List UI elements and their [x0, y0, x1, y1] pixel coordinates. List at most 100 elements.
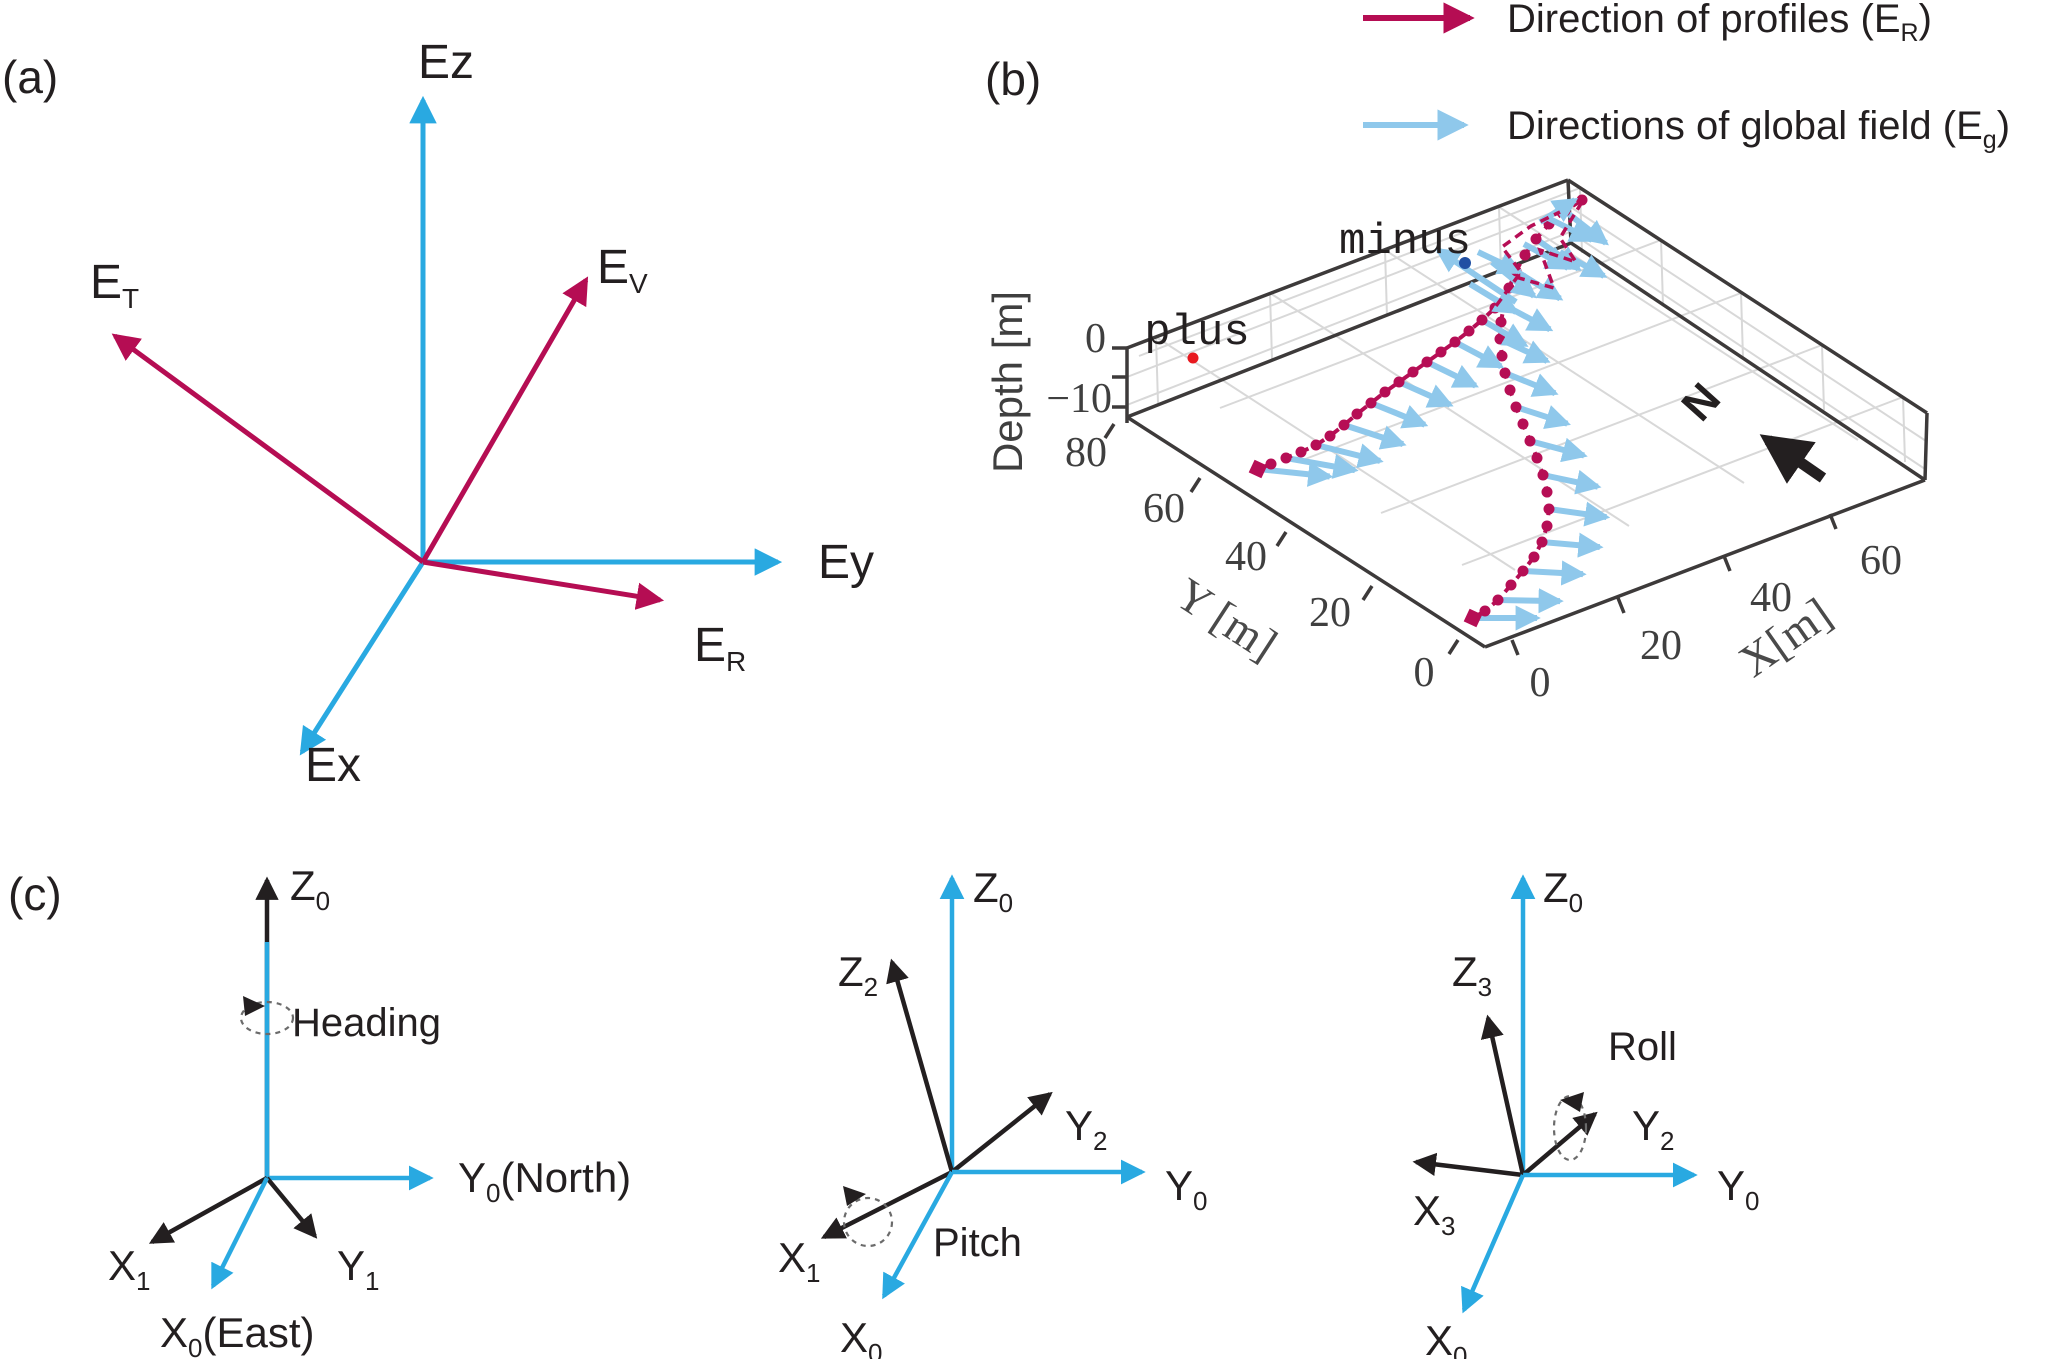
- y-axis-edge: [1126, 415, 1486, 649]
- trajectory-point: [1536, 536, 1548, 548]
- trajectory-point: [1365, 397, 1377, 409]
- global-field-arrow-icon: [1315, 442, 1384, 469]
- global-field-arrow-icon: [1522, 560, 1587, 586]
- global-field-arrow-icon: [1503, 370, 1559, 397]
- y-tick-80: 80: [1065, 430, 1107, 476]
- trajectory-point: [1519, 249, 1531, 261]
- y0-north-label: Y0(North): [458, 1154, 631, 1208]
- z2-label: Z2: [838, 948, 878, 1002]
- x0-axis-arrow: [1461, 1174, 1526, 1314]
- panel-b-label: (b): [985, 53, 1041, 105]
- x0-label: X0: [840, 1314, 882, 1359]
- roll-rotation-arc: [1552, 1094, 1588, 1162]
- global-field-arrow-icon: [1453, 339, 1505, 370]
- legend: Direction of profiles (ER) Directions of…: [1363, 0, 2010, 154]
- ev-axis-arrow: [420, 276, 589, 564]
- trajectory-point: [1504, 384, 1516, 396]
- trajectory-point: [1541, 520, 1553, 532]
- panel-c: (c) Heading Z0 Y0(North) X1 Y1 X0(East): [8, 862, 1759, 1359]
- trajectory-point: [1351, 408, 1363, 420]
- global-field-arrow-icon: [1497, 588, 1564, 614]
- trajectory-point: [1265, 458, 1277, 470]
- x-tick-20: 20: [1640, 623, 1682, 669]
- depth-tick-0: 0: [1085, 316, 1106, 362]
- heading-rotation-arrowhead-icon: [243, 996, 265, 1016]
- global-field-arrow-icon: [1257, 461, 1334, 487]
- x0-label: X0: [1425, 1317, 1467, 1359]
- roll-label: Roll: [1608, 1025, 1677, 1069]
- global-field-arrow-icon: [1522, 241, 1572, 271]
- y2-label: Y2: [1065, 1102, 1107, 1156]
- y2-label: Y2: [1632, 1102, 1674, 1156]
- global-field-arrow-icon: [1515, 404, 1571, 430]
- global-field-arrow-icon: [1529, 437, 1588, 463]
- y2-axis-arrow: [1521, 1111, 1598, 1177]
- global-field-arrow-icon: [1369, 400, 1429, 429]
- trajectory-point: [1479, 605, 1491, 617]
- panel-b: (b) Direction of profiles (ER) Direction…: [984, 0, 2010, 706]
- north-arrow-icon: [1759, 434, 1827, 484]
- x1-label: X1: [108, 1242, 150, 1296]
- y-tick-20: 20: [1309, 590, 1351, 636]
- z3-axis-arrow: [1480, 1014, 1526, 1176]
- profile-cluster-path: [1494, 210, 1561, 308]
- trajectory-end-marker: [1463, 608, 1483, 628]
- ez-label: Ez: [418, 36, 474, 89]
- legend-global-label: Directions of global field (Eg): [1507, 104, 2010, 154]
- plus-point: [1187, 352, 1199, 364]
- y-tick-0: 0: [1414, 650, 1435, 696]
- panel-a: (a) Ez Ey Ex ET EV ER: [2, 36, 874, 792]
- z0-label: Z0: [290, 862, 330, 916]
- trajectory-point: [1338, 419, 1350, 431]
- trajectory-point: [1295, 446, 1307, 458]
- er-axis-arrow: [422, 559, 665, 610]
- minus-annotation: minus: [1339, 217, 1471, 269]
- roll-diagram: Roll Z0 Z3 Y2 Y0 X3 X0: [1412, 864, 1759, 1359]
- trajectory-point: [1510, 401, 1522, 413]
- x-tick-40: 40: [1750, 575, 1792, 621]
- global-field-arrow-icon: [1397, 379, 1454, 408]
- x3-label: X3: [1413, 1187, 1455, 1241]
- heading-rotation-arc: [239, 1000, 295, 1036]
- x0-east-axis-arrow: [210, 1176, 270, 1290]
- profile-track-west: [1257, 306, 1497, 471]
- global-field-arrow-icon: [1548, 501, 1611, 527]
- x1-label: X1: [778, 1234, 820, 1288]
- trajectory-point: [1531, 452, 1543, 464]
- pitch-diagram: Pitch Z0 Z2 Y2 Y0 X1 X0: [778, 864, 1207, 1359]
- trajectory-point: [1499, 367, 1511, 379]
- z0-label: Z0: [1543, 864, 1583, 918]
- trajectory-point: [1324, 430, 1336, 442]
- plus-label: plus: [1144, 308, 1250, 358]
- trajectory-point: [1496, 350, 1508, 362]
- heading-diagram: Heading Z0 Y0(North) X1 Y1 X0(East): [108, 862, 631, 1359]
- global-field-arrow-icon: [1476, 249, 1524, 275]
- plot3d-tick-labels: 0 −10 80 60 40 20 0 0 20 40 60: [1046, 316, 1902, 706]
- plus-annotation: plus: [1144, 308, 1250, 364]
- depth-tick-neg10: −10: [1046, 376, 1112, 422]
- global-field-arrow-icon: [1343, 422, 1407, 450]
- pitch-label: Pitch: [933, 1221, 1022, 1265]
- et-label: ET: [90, 256, 139, 314]
- x-axis-edge: [1484, 478, 1926, 649]
- global-field-arrow-icon: [1480, 317, 1529, 348]
- minus-point: [1459, 257, 1471, 269]
- trajectory-point: [1393, 376, 1405, 388]
- roll-rotation-arrowhead-icon: [1560, 1092, 1584, 1112]
- ey-label: Ey: [818, 536, 874, 589]
- ex-axis-arrow: [299, 560, 426, 756]
- x3-axis-arrow: [1412, 1152, 1524, 1178]
- x1-axis-arrow: [148, 1176, 269, 1244]
- trajectory-point: [1537, 469, 1549, 481]
- z0-label: Z0: [973, 864, 1013, 918]
- y0-label: Y0: [1165, 1162, 1207, 1216]
- y-tick-40: 40: [1225, 534, 1267, 580]
- x-tick-0: 0: [1530, 660, 1551, 706]
- global-field-arrow-icon: [1558, 249, 1608, 279]
- profile-track-south: [1471, 198, 1584, 620]
- y-tick-60: 60: [1143, 486, 1185, 532]
- heading-label: Heading: [292, 1001, 441, 1045]
- trajectory-point: [1476, 314, 1488, 326]
- x0-axis-arrow: [882, 1170, 954, 1300]
